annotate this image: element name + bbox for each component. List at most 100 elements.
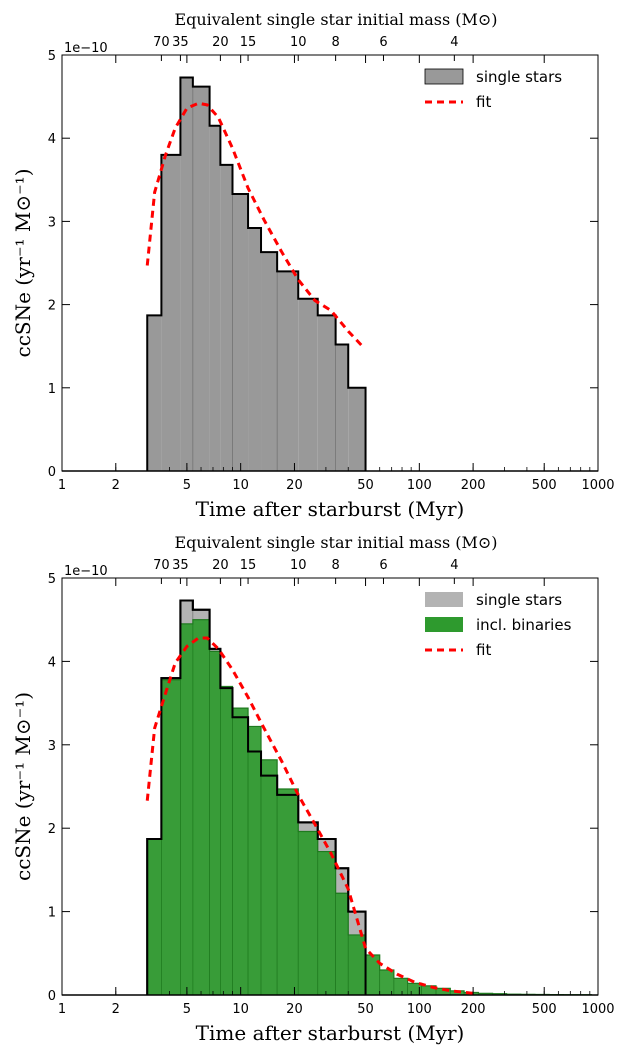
top-mass-tick-label: 6 [379,35,387,50]
x-tick-label: 500 [532,1002,557,1017]
legend-swatch [425,617,463,632]
top-axis-label: Equivalent single star initial mass (M⊙) [174,10,497,29]
y-axis-label: ccSNe (yr⁻¹ M⊙⁻¹) [11,168,35,357]
top-mass-tick-label: 4 [450,558,458,573]
histogram-bar [146,838,162,996]
top-mass-tick-label: 6 [379,558,387,573]
top-mass-tick-label: 15 [240,558,257,573]
x-tick-label: 20 [286,478,303,493]
legend: single stars fit [424,68,562,111]
y-tick-label: 4 [48,132,56,147]
histogram-bar [261,252,278,471]
histogram-outline [146,76,367,471]
histogram-bar [317,315,336,471]
histogram-bar [192,86,210,471]
histogram-bar [220,164,233,471]
x-tick-label: 2 [112,1002,120,1017]
histogram-bar [335,344,349,471]
y-tick-label: 2 [48,822,56,837]
top-mass-tick-label: 15 [240,35,257,50]
top-axis-label: Equivalent single star initial mass (M⊙) [174,533,497,552]
x-tick-label: 1 [58,478,66,493]
y-tick-label: 0 [48,989,56,1004]
histogram-bar [276,788,299,996]
x-tick-label: 1000 [581,478,614,493]
y-multiplier: 1e−10 [64,41,108,56]
plot-frame [61,54,599,472]
histogram-bar [298,298,318,471]
x-tick-label: 100 [407,478,432,493]
histogram-bar [161,154,181,471]
y-tick-label: 3 [48,215,56,230]
legend-label: fit [476,641,491,659]
x-tick-label: 50 [357,478,374,493]
x-tick-label: 500 [532,478,557,493]
y-tick-label: 3 [48,739,56,754]
histogram-bar [209,125,221,471]
top-mass-tick-label: 70 [153,35,170,50]
histogram-bar [348,387,366,471]
y-tick-label: 5 [48,49,56,64]
top-mass-tick-label: 8 [331,35,339,50]
y-tick-label: 2 [48,299,56,314]
histogram-bar [180,623,194,996]
histogram-bar [232,707,249,996]
top-mass-tick-label: 70 [153,558,170,573]
fit-line [145,636,474,995]
histogram-bar [209,651,221,996]
x-tick-label: 200 [461,1002,486,1017]
x-tick-label: 100 [407,1002,432,1017]
x-tick-label: 1 [58,1002,66,1017]
x-tick-label: 20 [286,1002,303,1017]
legend-swatch [425,592,463,607]
histogram-bar [147,315,162,471]
top-mass-tick-label: 20 [212,558,229,573]
series-single-stars [146,76,367,472]
top-mass-tick-label: 35 [172,35,189,50]
histogram-bar [220,686,233,996]
series-incl-binaries [146,619,593,996]
legend-label: single stars [476,68,562,86]
legend-label: incl. binaries [476,616,572,634]
x-tick-label: 1000 [581,1002,614,1017]
top-mass-tick-label: 10 [290,35,307,50]
histogram-bar [317,851,336,996]
top-mass-tick-label: 20 [212,35,229,50]
plot-frame [61,577,599,996]
x-tick-label: 50 [357,1002,374,1017]
histogram-bar [393,977,408,996]
y-tick-label: 5 [48,572,56,587]
histogram-bar [277,271,299,471]
histogram-bar [335,892,349,996]
histogram-bar [161,679,181,996]
y-axis-label: ccSNe (yr⁻¹ M⊙⁻¹) [11,692,35,881]
histogram-bar [297,831,319,996]
x-tick-label: 2 [112,478,120,493]
single-stars-outline [146,599,367,995]
x-axis-label: Time after starburst (Myr) [196,1021,465,1045]
x-tick-label: 5 [183,1002,191,1017]
y-multiplier: 1e−10 [64,564,108,579]
legend-label: fit [476,93,491,111]
top-mass-tick-label: 4 [450,35,458,50]
legend: single stars incl. binaries fit [425,591,572,659]
y-tick-label: 0 [48,465,56,480]
x-tick-label: 10 [232,1002,249,1017]
y-tick-label: 1 [48,906,56,921]
x-axis-label: Time after starburst (Myr) [196,497,465,521]
histogram-bar [180,77,193,472]
legend-swatch [424,68,464,85]
y-tick-label: 4 [48,655,56,670]
histogram-bar [260,759,278,996]
y-tick-label: 1 [48,382,56,397]
histogram-bar [247,726,262,996]
top-mass-tick-label: 35 [172,558,189,573]
histogram-bar [248,228,262,471]
top-mass-tick-label: 8 [331,558,339,573]
top-mass-tick-label: 10 [290,558,307,573]
histogram-bar [192,619,210,996]
histogram-bar [232,193,249,471]
